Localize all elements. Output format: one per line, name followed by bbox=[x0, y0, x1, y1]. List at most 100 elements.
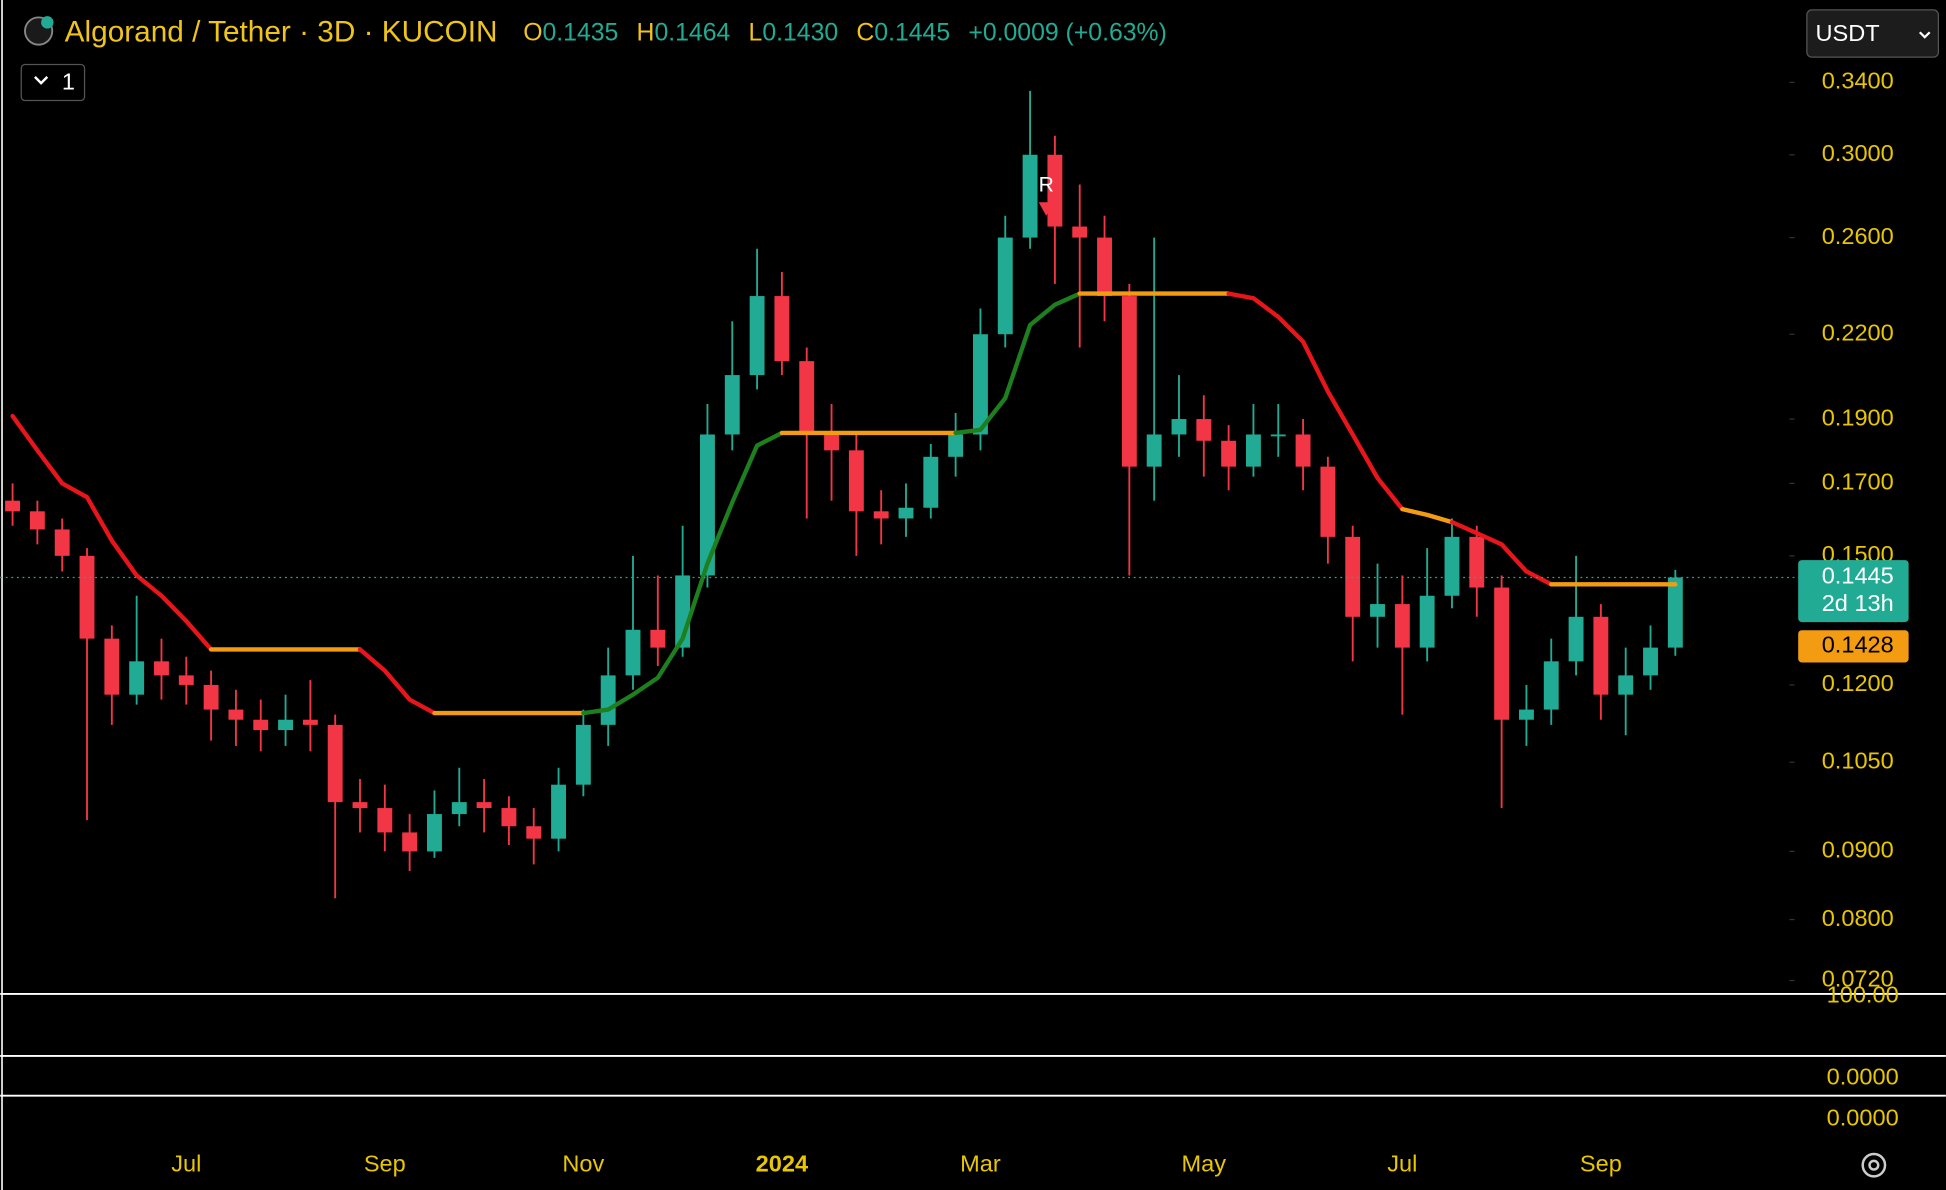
candle-body bbox=[749, 296, 765, 376]
candle-body bbox=[526, 826, 542, 839]
candle-body bbox=[650, 629, 666, 648]
x-tick-label: Jul bbox=[1387, 1150, 1417, 1176]
ohlc-value: 0.1435 bbox=[543, 19, 619, 46]
button-frame[interactable] bbox=[20, 63, 86, 102]
candle-body bbox=[1121, 296, 1137, 467]
gear-icon[interactable] bbox=[1861, 1152, 1887, 1178]
ohlc-value: 0.1464 bbox=[654, 19, 730, 46]
pane-label: 100.00 bbox=[1827, 982, 1899, 1008]
x-tick-label: Mar bbox=[960, 1150, 1001, 1176]
candle-body bbox=[203, 684, 219, 710]
y-tick-label: 0.1200 bbox=[1822, 670, 1894, 696]
candle-body bbox=[551, 784, 566, 839]
candle-body bbox=[625, 629, 641, 676]
y-tick-label: 0.2200 bbox=[1822, 319, 1894, 345]
candle-body bbox=[1270, 434, 1286, 437]
candle-body bbox=[54, 529, 70, 556]
candle-body bbox=[1097, 237, 1112, 297]
signal-arrow bbox=[1038, 202, 1054, 216]
candle-body bbox=[253, 719, 269, 731]
currency-select[interactable]: USDT bbox=[1806, 9, 1940, 58]
y-tick-label: 0.2600 bbox=[1822, 223, 1894, 249]
candle-body bbox=[824, 434, 839, 451]
gear-center bbox=[1868, 1159, 1880, 1171]
trail-price-box bbox=[1798, 630, 1909, 663]
x-tick-label: Sep bbox=[364, 1150, 406, 1176]
y-tick-label: 0.0800 bbox=[1822, 905, 1894, 931]
candle-body bbox=[1394, 604, 1410, 648]
y-tick-label: 0.3400 bbox=[1822, 68, 1894, 94]
candle-body bbox=[1618, 675, 1634, 695]
ohlc-key: H bbox=[637, 19, 655, 46]
candle-body bbox=[774, 296, 790, 362]
candle-body bbox=[1047, 154, 1063, 227]
interval-button[interactable]: 1 bbox=[20, 63, 86, 102]
candle-body bbox=[476, 802, 492, 809]
candle-body bbox=[1245, 434, 1261, 467]
candle-body bbox=[1295, 434, 1311, 467]
candle-body bbox=[898, 507, 914, 519]
x-tick-label: Jul bbox=[171, 1150, 201, 1176]
candle-body bbox=[1543, 661, 1559, 710]
candle-body bbox=[724, 375, 740, 435]
candle-body bbox=[427, 814, 442, 852]
candle-body bbox=[1643, 647, 1658, 676]
candle-body bbox=[451, 802, 467, 815]
last-price-label: 0.1445 bbox=[1822, 563, 1894, 589]
candle-body bbox=[228, 709, 244, 720]
countdown-label: 2d 13h bbox=[1822, 590, 1894, 616]
candle-body bbox=[1494, 587, 1510, 720]
candle-body bbox=[1667, 577, 1683, 648]
candle-body bbox=[129, 661, 145, 695]
settings-button[interactable] bbox=[1861, 1152, 1887, 1178]
pane-label: 0.0000 bbox=[1827, 1064, 1899, 1090]
button-label[interactable]: 1 bbox=[62, 68, 75, 94]
select-frame[interactable] bbox=[1806, 9, 1940, 58]
chevron bbox=[34, 76, 49, 85]
pane-label: 0.0000 bbox=[1827, 1104, 1899, 1130]
candle-body bbox=[799, 361, 815, 435]
ohlc-key: L bbox=[749, 19, 763, 46]
candle-body bbox=[5, 500, 21, 512]
candle-body bbox=[1469, 536, 1485, 588]
candle-body bbox=[873, 511, 889, 519]
candle-body bbox=[575, 724, 591, 785]
y-tick-label: 0.0720 bbox=[1822, 966, 1894, 992]
ohlc-value: 0.1430 bbox=[762, 19, 838, 46]
candle-body bbox=[1593, 616, 1609, 695]
trail-price-label: 0.1428 bbox=[1822, 632, 1894, 658]
candle-body bbox=[29, 511, 45, 530]
candle-body bbox=[997, 237, 1013, 335]
select-label[interactable]: USDT bbox=[1816, 20, 1880, 46]
y-tick-label: 0.3000 bbox=[1822, 140, 1894, 166]
y-tick-label: 0.0900 bbox=[1822, 837, 1894, 863]
candle-body bbox=[1196, 419, 1212, 441]
trail-line bbox=[1400, 506, 1455, 525]
status-dot bbox=[41, 16, 54, 29]
candle-body bbox=[178, 675, 194, 685]
candle-body bbox=[600, 675, 616, 725]
candle-body bbox=[1370, 604, 1385, 617]
candle-body bbox=[1320, 466, 1336, 537]
chevron bbox=[1918, 31, 1931, 39]
candle-body bbox=[1444, 536, 1460, 596]
candle-body bbox=[848, 450, 864, 512]
candle-body bbox=[1518, 709, 1534, 720]
candle-body bbox=[104, 638, 120, 695]
candle-body bbox=[79, 555, 95, 639]
trail-line bbox=[357, 647, 437, 716]
candle-body bbox=[1419, 595, 1435, 648]
trail-line bbox=[953, 291, 1082, 436]
signal-label: R bbox=[1039, 174, 1054, 197]
price-change: +0.0009 (+0.63%) bbox=[968, 19, 1167, 46]
candle-body bbox=[1568, 616, 1584, 662]
candle-body bbox=[1072, 226, 1088, 238]
candle-body bbox=[973, 334, 988, 435]
trail-line bbox=[10, 413, 214, 652]
trail-line bbox=[581, 430, 785, 716]
ohlc-key: O bbox=[523, 19, 542, 46]
y-tick-label: 0.1050 bbox=[1822, 747, 1894, 773]
candle-body bbox=[352, 802, 368, 809]
